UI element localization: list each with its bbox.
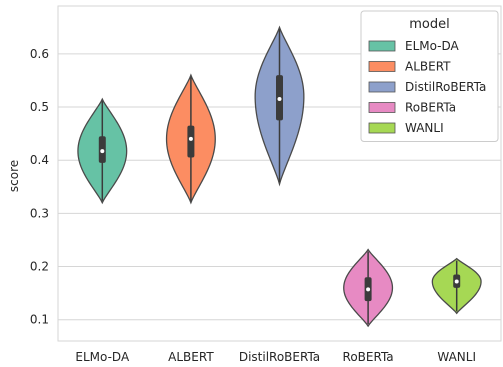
legend-swatch (368, 102, 396, 113)
legend-entry: ELMo-DA (405, 39, 460, 53)
violins (77, 25, 482, 328)
legend: model ELMo-DA ALBERT DistilRoBERTa RoBERTa WA… (360, 10, 499, 142)
legend-swatch (368, 61, 396, 72)
legend-title: model (409, 17, 449, 32)
x-tick-label: WANLI (437, 350, 476, 364)
x-tick-label: RoBERTa (343, 350, 394, 364)
x-tick-label: ALBERT (168, 350, 214, 364)
y-tick-label: 0.6 (30, 47, 49, 61)
y-tick-label: 0.1 (30, 313, 49, 327)
x-tick-label: ELMo-DA (75, 350, 130, 364)
legend-entry: ALBERT (405, 60, 451, 74)
median-dot (100, 149, 105, 154)
x-tick-label: DistilRoBERTa (239, 350, 320, 364)
legend-entry: DistilRoBERTa (405, 80, 486, 94)
median-dot (454, 279, 459, 284)
y-tick-label: 0.4 (30, 153, 49, 167)
y-tick-label: 0.5 (30, 100, 49, 114)
legend-swatch (368, 122, 396, 134)
y-axis-label: score (7, 160, 21, 192)
y-axis: 0.1 0.2 0.3 0.4 0.5 0.6 (30, 47, 49, 327)
median-dot (277, 97, 282, 102)
legend-swatch (368, 81, 396, 93)
legend-swatch (368, 40, 396, 52)
median-dot (188, 136, 193, 141)
legend-entry: RoBERTa (405, 101, 456, 115)
x-axis: ELMo-DA ALBERT DistilRoBERTa RoBERTa WANLI (75, 350, 476, 364)
iqr-box (187, 125, 195, 158)
legend-entry: WANLI (405, 121, 444, 135)
median-dot (366, 287, 371, 292)
y-tick-label: 0.2 (30, 260, 49, 274)
y-tick-label: 0.3 (30, 206, 49, 220)
